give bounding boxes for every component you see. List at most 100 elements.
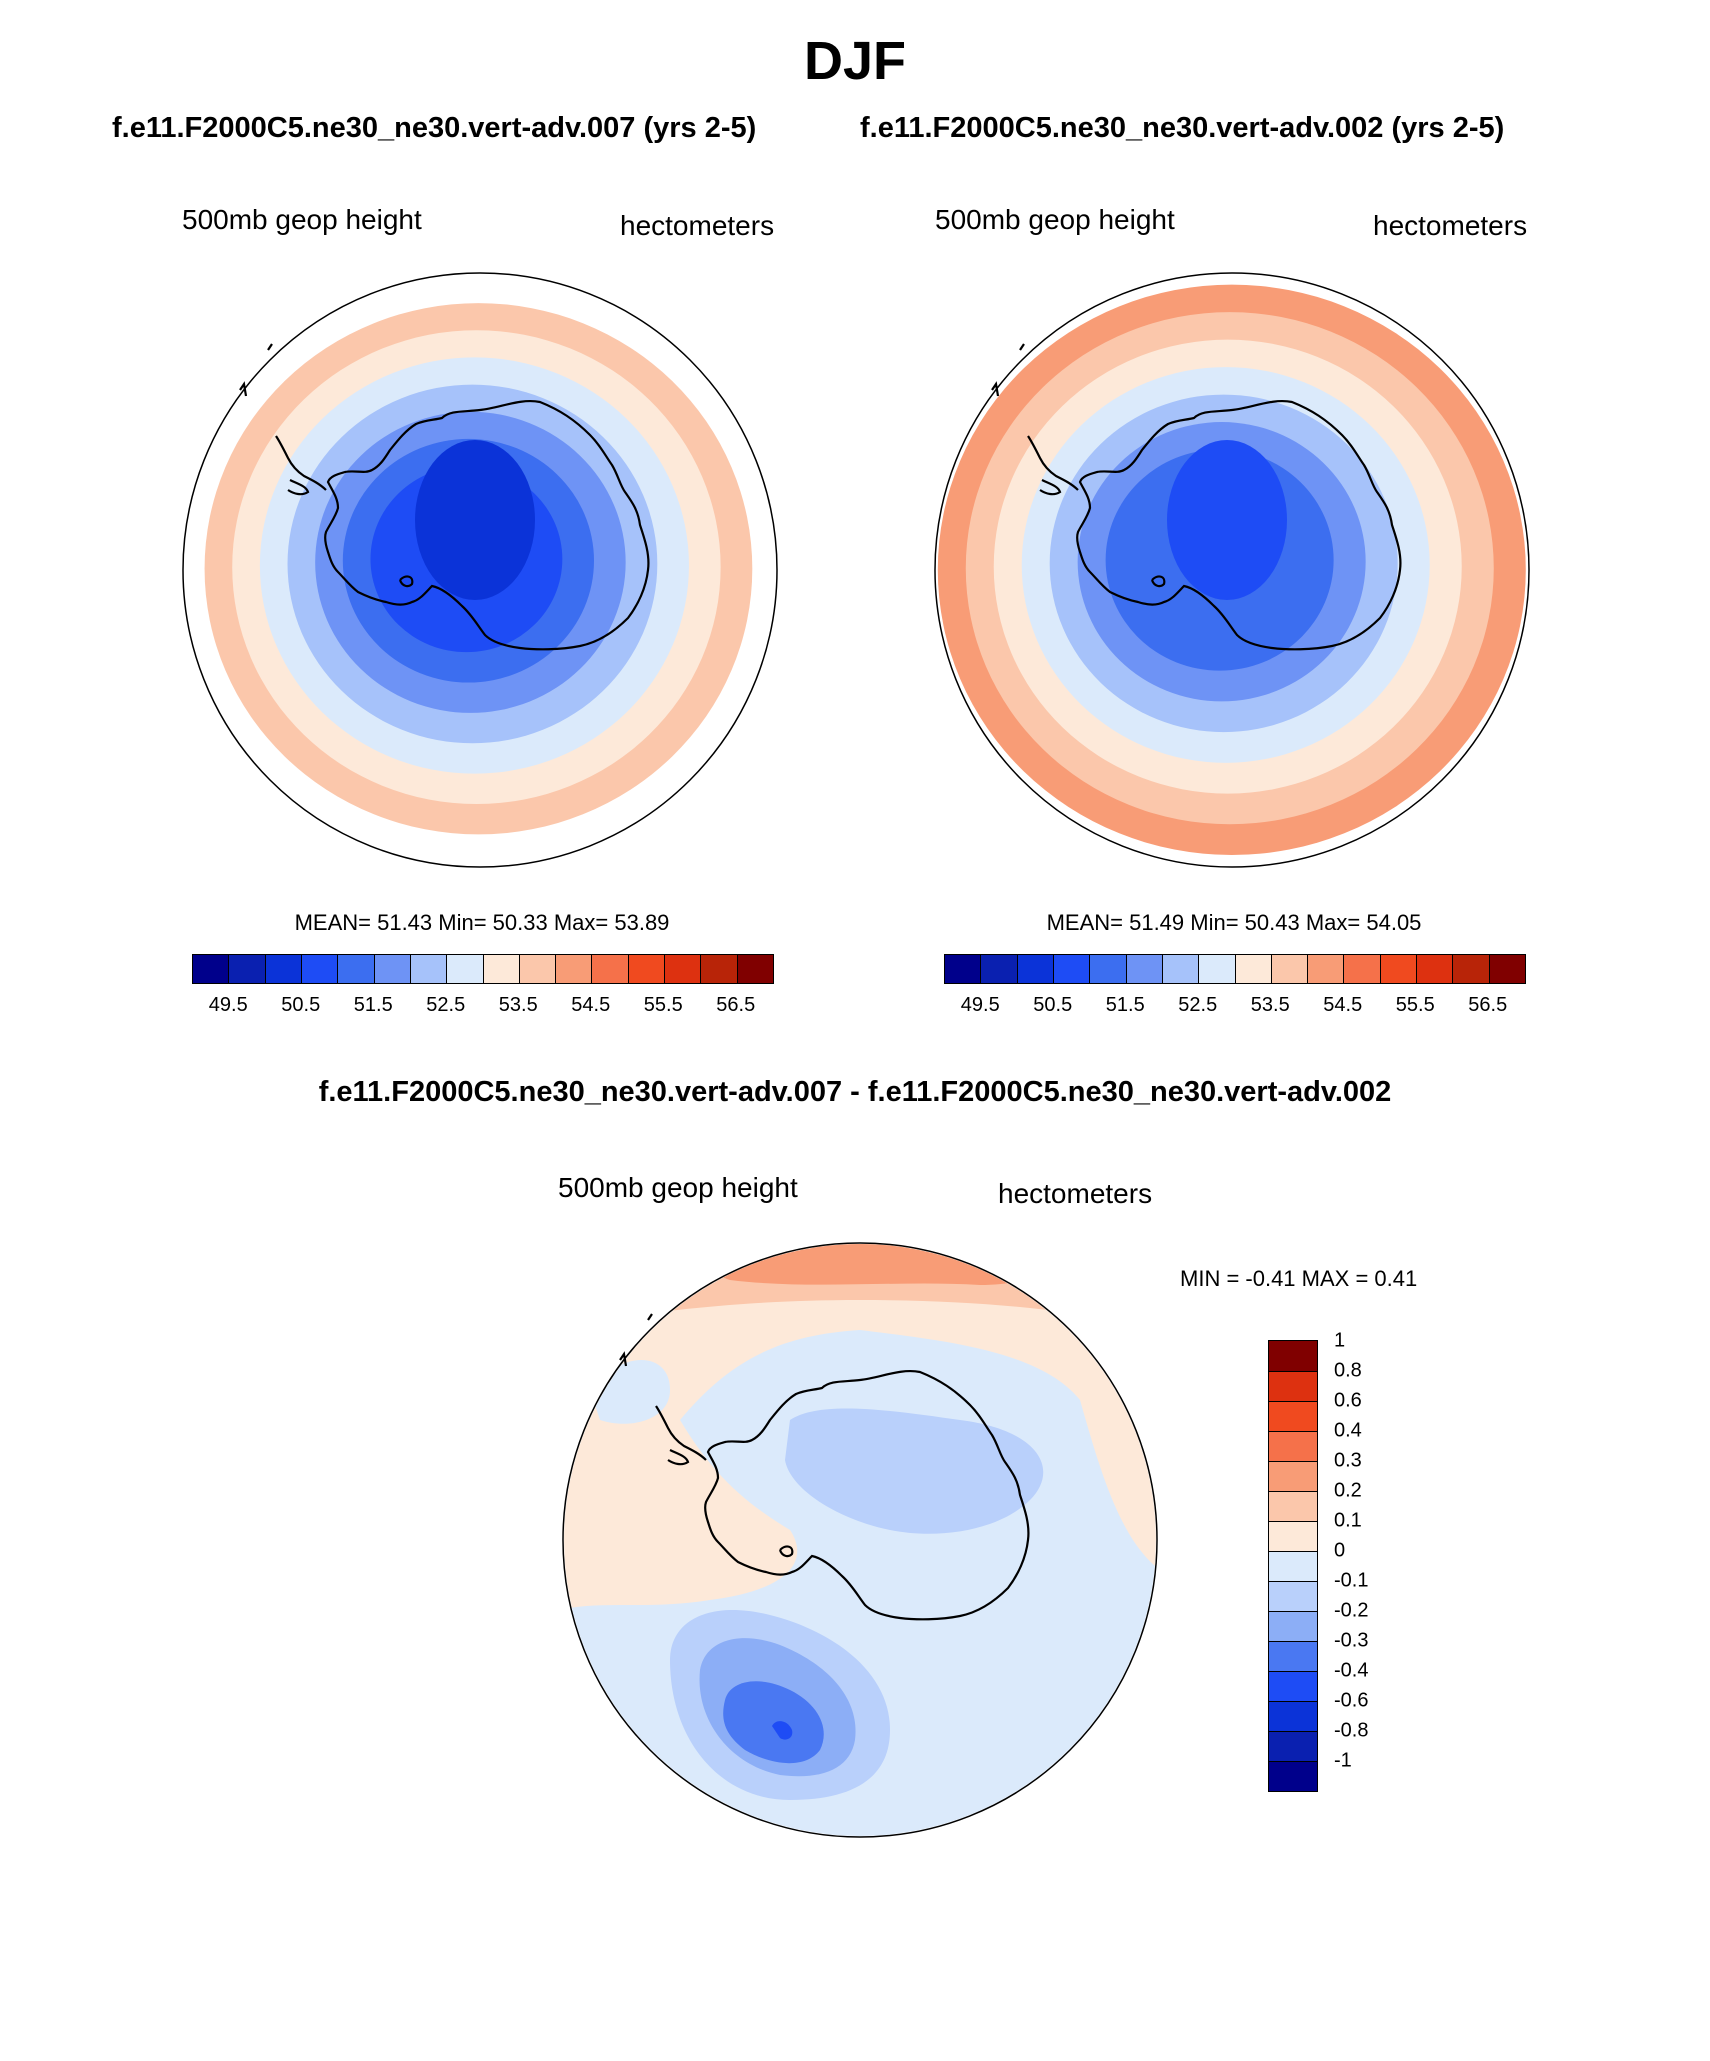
- colorbar-box: [1199, 955, 1236, 983]
- diff-variable-label: 500mb geop height: [558, 1172, 798, 1203]
- diff-colorbar-ticks: -1 -0.8 -0.6 -0.4 -0.3 -0.2 -0.1 0 0.1 0.2 0.3 0.4 0…: [1334, 1330, 1394, 1792]
- panel1-contour-fills: [204, 303, 753, 835]
- diff-map-border: [562, 1242, 1158, 1838]
- colorbar-box: [737, 955, 773, 983]
- diff-colorbar-tick-label: -0.2: [1334, 1599, 1369, 1622]
- panel2-antarctica-coastline: [991, 343, 1402, 651]
- diff-colorbar-box: [1269, 1461, 1317, 1491]
- diff-units-label: hectometers: [998, 1178, 1153, 1209]
- diff-colorbar-tick-label: 0.2: [1334, 1479, 1362, 1502]
- diff-colorbar: [1268, 1340, 1318, 1792]
- colorbar-box: [374, 955, 411, 983]
- colorbar-box: [1235, 955, 1272, 983]
- colorbar-tick-label: 52.5: [1178, 994, 1218, 1016]
- colorbar-tick-label: 53.5: [1250, 994, 1290, 1016]
- diff-colorbar-box: [1269, 1731, 1317, 1761]
- colorbar-box: [981, 955, 1018, 983]
- panel1-antarctica-coastline: [239, 343, 650, 651]
- panel2-polar-map: [934, 272, 1530, 868]
- diff-colorbar-box: [1269, 1401, 1317, 1431]
- colorbar-box: [1417, 955, 1454, 983]
- colorbar-box: [265, 955, 302, 983]
- contour-core: [1167, 440, 1287, 600]
- diff-neg0.6-region: [772, 1721, 793, 1740]
- colorbar-box: [665, 955, 702, 983]
- panel1-colorbar: [192, 954, 774, 984]
- diff-colorbar-tick-label: 0: [1334, 1539, 1346, 1562]
- panel1-units-label: hectometers: [620, 210, 775, 241]
- colorbar-tick-label: 56.5: [716, 994, 756, 1016]
- panel2-units-label: hectometers: [1373, 210, 1528, 241]
- diff-colorbar-box: [1269, 1581, 1317, 1611]
- colorbar-box: [1344, 955, 1381, 983]
- colorbar-tick-label: 55.5: [643, 994, 683, 1016]
- diff-colorbar-tick-label: -0.6: [1334, 1689, 1369, 1712]
- colorbar-box: [447, 955, 484, 983]
- diff-colorbar-tick-label: 1: [1334, 1329, 1346, 1352]
- diff-0.3-region: [704, 1244, 1060, 1285]
- figure-title: DJF: [803, 31, 906, 91]
- panel1-map-border: [182, 272, 778, 868]
- colorbar-box: [628, 955, 666, 983]
- colorbar-tick-label: 51.5: [353, 994, 393, 1016]
- colorbar-box: [556, 955, 593, 983]
- panel1-variable-label: 500mb geop height: [182, 204, 422, 235]
- contour-core: [415, 440, 535, 600]
- colorbar-box: [1489, 955, 1525, 983]
- diff-colorbar-box: [1269, 1551, 1317, 1581]
- colorbar-tick-label: 49.5: [208, 994, 248, 1016]
- colorbar-box: [1453, 955, 1490, 983]
- panel2-contour-fills: [937, 284, 1526, 856]
- diff-colorbar-tick-label: 0.4: [1334, 1419, 1362, 1442]
- diff-colorbar-tick-label: -0.3: [1334, 1629, 1369, 1652]
- colorbar-box: [1017, 955, 1054, 983]
- panel2-case-title: f.e11.F2000C5.ne30_ne30.vert-adv.002 (yr…: [860, 112, 1505, 144]
- diff-positive-edge: [1115, 1669, 1156, 1836]
- panel2-map-border: [934, 272, 1530, 868]
- diff-neg0.4-region: [723, 1681, 824, 1764]
- diff-colorbar-tick-label: 0.8: [1334, 1359, 1362, 1382]
- colorbar-box: [1053, 955, 1091, 983]
- diff-colorbar-box: [1269, 1641, 1317, 1671]
- panel1-colorbar-ticks: 49.5 50.5 51.5 52.5 53.5 54.5 55.5 56.5: [192, 994, 772, 1018]
- diff-colorbar-box: [1269, 1701, 1317, 1731]
- diff-colorbar-tick-label: -0.4: [1334, 1659, 1369, 1682]
- colorbar-box: [338, 955, 375, 983]
- panel1-case-title: f.e11.F2000C5.ne30_ne30.vert-adv.007 (yr…: [112, 112, 757, 144]
- panel1-stats: MEAN= 51.43 Min= 50.33 Max= 53.89: [294, 910, 670, 935]
- colorbar-tick-label: 54.5: [1323, 994, 1363, 1016]
- diff-antarctica-coastline: [619, 1313, 1030, 1621]
- panel2-colorbar: [944, 954, 1526, 984]
- colorbar-box: [1308, 955, 1345, 983]
- diff-colorbar-box: [1269, 1371, 1317, 1401]
- colorbar-box: [1380, 955, 1418, 983]
- colorbar-box: [301, 955, 339, 983]
- diff-colorbar-tick-label: 0.3: [1334, 1449, 1362, 1472]
- colorbar-box: [519, 955, 557, 983]
- diff-neg0.2-region-top: [785, 1408, 1044, 1534]
- diff-colorbar-box: [1269, 1491, 1317, 1521]
- colorbar-box: [1162, 955, 1200, 983]
- colorbar-box: [410, 955, 448, 983]
- diff-polar-map: [562, 1242, 1158, 1838]
- diff-colorbar-box: [1269, 1761, 1317, 1791]
- diff-colorbar-tick-label: 0.1: [1334, 1509, 1362, 1532]
- diff-minmax: MIN = -0.41 MAX = 0.41: [1180, 1266, 1418, 1291]
- diff-colorbar-box: [1269, 1341, 1317, 1371]
- diff-positive-region: [564, 1244, 1156, 1610]
- diff-colorbar-box: [1269, 1431, 1317, 1461]
- colorbar-box: [1271, 955, 1309, 983]
- diff-colorbar-tick-label: -0.1: [1334, 1569, 1369, 1592]
- diff-colorbar-box: [1269, 1611, 1317, 1641]
- colorbar-tick-label: 52.5: [426, 994, 466, 1016]
- panel1-polar-map: [182, 272, 778, 868]
- colorbar-box: [483, 955, 520, 983]
- colorbar-box: [701, 955, 738, 983]
- colorbar-box: [1090, 955, 1127, 983]
- diff-colorbar-tick-label: 0.6: [1334, 1389, 1362, 1412]
- colorbar-box: [592, 955, 629, 983]
- diff-colorbar-tick-label: -1: [1334, 1749, 1352, 1772]
- diff-colorbar-box: [1269, 1521, 1317, 1551]
- colorbar-tick-label: 49.5: [960, 994, 1000, 1016]
- colorbar-tick-label: 53.5: [498, 994, 538, 1016]
